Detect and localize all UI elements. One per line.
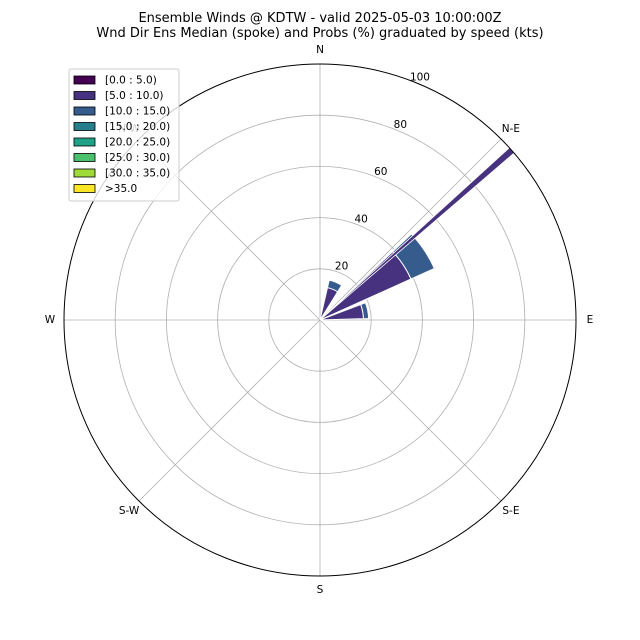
legend: [0.0 : 5.0) [5.0 : 10.0) [10.0 : 15.0) [15.… bbox=[68, 68, 180, 202]
radial-tick-label: 100 bbox=[410, 71, 430, 83]
legend-label: [15.0 : 20.0) bbox=[105, 121, 170, 133]
radial-tick-label: 60 bbox=[374, 166, 387, 178]
legend-label: [10.0 : 15.0) bbox=[105, 106, 170, 118]
direction-label: S-E bbox=[502, 505, 519, 517]
chart-title: Ensemble Winds @ KDTW - valid 2025-05-03… bbox=[138, 11, 501, 26]
legend-label: >35.0 bbox=[105, 183, 137, 195]
legend-swatch bbox=[73, 75, 96, 85]
legend-swatch bbox=[73, 106, 96, 116]
direction-label: S bbox=[317, 584, 324, 596]
legend-label: [5.0 : 10.0) bbox=[105, 90, 163, 102]
chart-subtitle: Wnd Dir Ens Median (spoke) and Probs (%)… bbox=[96, 26, 543, 41]
direction-label: N-E bbox=[502, 123, 520, 135]
legend-label: [20.0 : 25.0) bbox=[105, 137, 170, 149]
radial-tick-label: 40 bbox=[354, 213, 367, 225]
direction-label: W bbox=[45, 314, 56, 326]
legend-swatch bbox=[73, 168, 96, 178]
polar-frame bbox=[63, 63, 577, 577]
radial-tick-label: 20 bbox=[335, 261, 348, 273]
legend-label: [0.0 : 5.0) bbox=[105, 75, 157, 87]
direction-label: S-W bbox=[119, 505, 140, 517]
legend-swatch bbox=[73, 91, 96, 100]
radial-tick-label: 80 bbox=[394, 119, 407, 131]
legend-label: [25.0 : 30.0) bbox=[105, 152, 170, 164]
legend-swatch bbox=[73, 184, 96, 193]
median-direction-spoke bbox=[319, 147, 515, 321]
legend-label: [30.0 : 35.0) bbox=[105, 168, 170, 180]
legend-swatch bbox=[73, 122, 96, 131]
direction-label: E bbox=[587, 314, 594, 326]
grid-spoke bbox=[319, 319, 502, 502]
grid-spoke bbox=[138, 319, 321, 502]
grid-spoke bbox=[319, 138, 502, 321]
wind-sector-bar bbox=[360, 302, 370, 320]
wind-sector-bar bbox=[326, 279, 343, 293]
direction-label: N bbox=[316, 44, 324, 56]
legend-swatch bbox=[73, 137, 96, 147]
legend-swatch bbox=[73, 153, 96, 162]
legend-box bbox=[68, 68, 180, 202]
